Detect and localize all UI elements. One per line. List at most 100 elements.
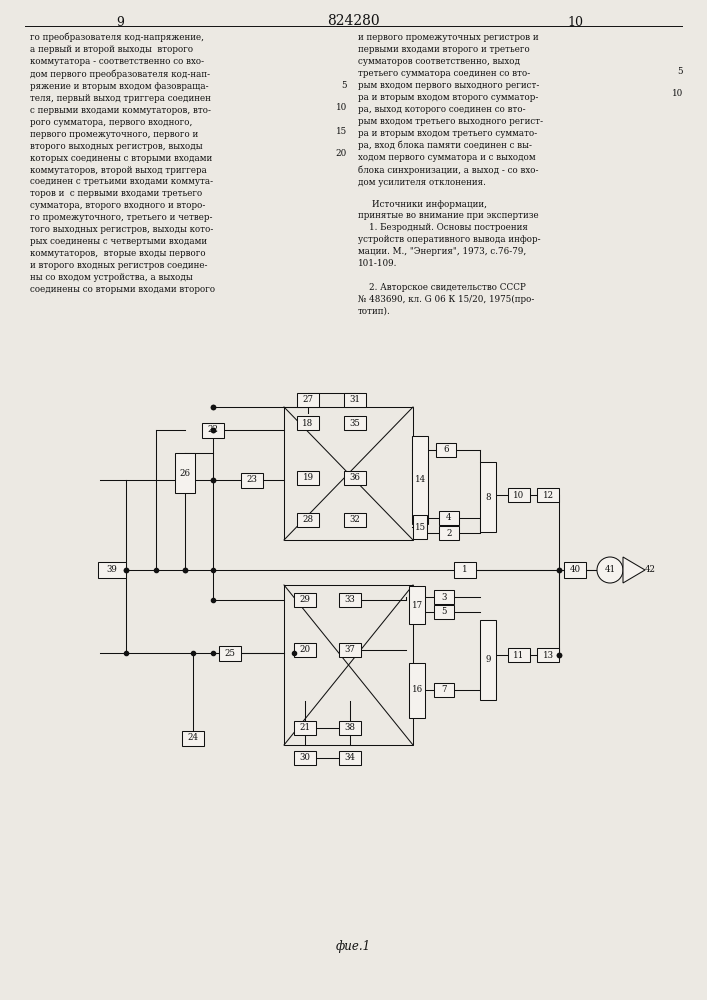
Text: 30: 30 [300, 754, 310, 762]
Bar [537, 648, 559, 662]
Text: 11: 11 [513, 650, 525, 660]
Text: 32: 32 [349, 516, 361, 524]
Text: 28: 28 [303, 516, 314, 524]
Text: 5: 5 [341, 82, 347, 91]
Text: 824280: 824280 [327, 14, 380, 28]
Text: 2: 2 [446, 528, 452, 538]
Text: 10: 10 [672, 90, 683, 99]
Text: 37: 37 [344, 646, 356, 654]
Bar [219, 646, 241, 660]
Bar [339, 643, 361, 657]
Bar [344, 471, 366, 485]
Text: 22: 22 [207, 426, 218, 434]
Text: 18: 18 [303, 418, 314, 428]
Text: 36: 36 [349, 474, 361, 483]
Bar [344, 513, 366, 527]
Bar [480, 462, 496, 532]
Text: 38: 38 [344, 724, 356, 732]
Text: 15: 15 [336, 126, 347, 135]
Text: 3: 3 [441, 592, 447, 601]
Bar [182, 730, 204, 746]
Text: 39: 39 [107, 566, 117, 574]
Bar [454, 562, 476, 578]
Text: 16: 16 [411, 686, 423, 694]
Text: 6: 6 [443, 446, 449, 454]
Text: 34: 34 [344, 754, 356, 762]
Bar [284, 585, 413, 745]
Bar [412, 436, 428, 524]
Text: 10: 10 [336, 104, 347, 112]
Text: 13: 13 [542, 650, 554, 660]
Bar [297, 416, 319, 430]
Bar [436, 443, 456, 457]
Text: 14: 14 [414, 476, 426, 485]
Text: 20: 20 [336, 148, 347, 157]
Text: 41: 41 [604, 566, 616, 574]
Text: 25: 25 [225, 648, 235, 658]
Text: 9: 9 [485, 656, 491, 664]
Text: 8: 8 [485, 492, 491, 502]
Bar [98, 562, 126, 578]
Text: 29: 29 [300, 595, 310, 604]
Bar [409, 586, 425, 624]
Bar [508, 488, 530, 502]
Bar [297, 471, 319, 485]
Text: 42: 42 [645, 566, 656, 574]
Bar [564, 562, 586, 578]
Text: 35: 35 [349, 418, 361, 428]
Text: 7: 7 [441, 686, 447, 694]
Bar [344, 393, 366, 407]
Bar [434, 605, 454, 619]
Bar [294, 643, 316, 657]
Bar [339, 751, 361, 765]
Circle shape [597, 557, 623, 583]
Text: 20: 20 [300, 646, 310, 654]
Bar [409, 662, 425, 718]
Bar [175, 453, 195, 493]
Bar [537, 488, 559, 502]
Text: 9: 9 [116, 16, 124, 29]
Text: и первого промежуточных регистров и
первыми входами второго и третьего
сумматоро: и первого промежуточных регистров и перв… [358, 33, 543, 187]
Text: Источники информации,: Источники информации, [373, 200, 488, 209]
Text: принятые во внимание при экспертизе
    1. Безродный. Основы построения
устройст: принятые во внимание при экспертизе 1. Б… [358, 211, 541, 316]
Text: 19: 19 [303, 474, 314, 483]
Text: 15: 15 [414, 522, 426, 532]
Bar [294, 593, 316, 607]
Text: 5: 5 [677, 68, 683, 77]
Text: 31: 31 [349, 395, 361, 404]
Text: го преобразователя код-напряжение,
а первый и второй выходы  второго
коммутатора: го преобразователя код-напряжение, а пер… [30, 33, 215, 294]
Text: 10: 10 [567, 16, 583, 29]
Bar [508, 648, 530, 662]
Bar [284, 407, 413, 540]
Bar [434, 683, 454, 697]
Bar [439, 526, 459, 540]
Text: 33: 33 [344, 595, 356, 604]
Text: 27: 27 [303, 395, 313, 404]
Polygon shape [623, 557, 645, 583]
Bar [339, 593, 361, 607]
Bar [339, 721, 361, 735]
Bar [344, 416, 366, 430]
Text: 40: 40 [569, 566, 580, 574]
Text: 5: 5 [441, 607, 447, 616]
Bar [202, 422, 224, 438]
Bar [413, 515, 427, 539]
Bar [480, 620, 496, 700]
Text: фие.1: фие.1 [335, 940, 370, 953]
Bar [439, 511, 459, 525]
Text: 21: 21 [300, 724, 310, 732]
Text: 26: 26 [180, 468, 190, 478]
Bar [297, 513, 319, 527]
Bar [241, 473, 263, 488]
Bar [294, 721, 316, 735]
Text: 1: 1 [462, 566, 468, 574]
Text: 17: 17 [411, 600, 423, 609]
Text: 23: 23 [247, 476, 257, 485]
Text: 10: 10 [513, 490, 525, 499]
Text: 12: 12 [542, 490, 554, 499]
Text: 4: 4 [446, 514, 452, 522]
Text: 24: 24 [187, 734, 199, 742]
Bar [297, 393, 319, 407]
Bar [434, 590, 454, 604]
Bar [294, 751, 316, 765]
